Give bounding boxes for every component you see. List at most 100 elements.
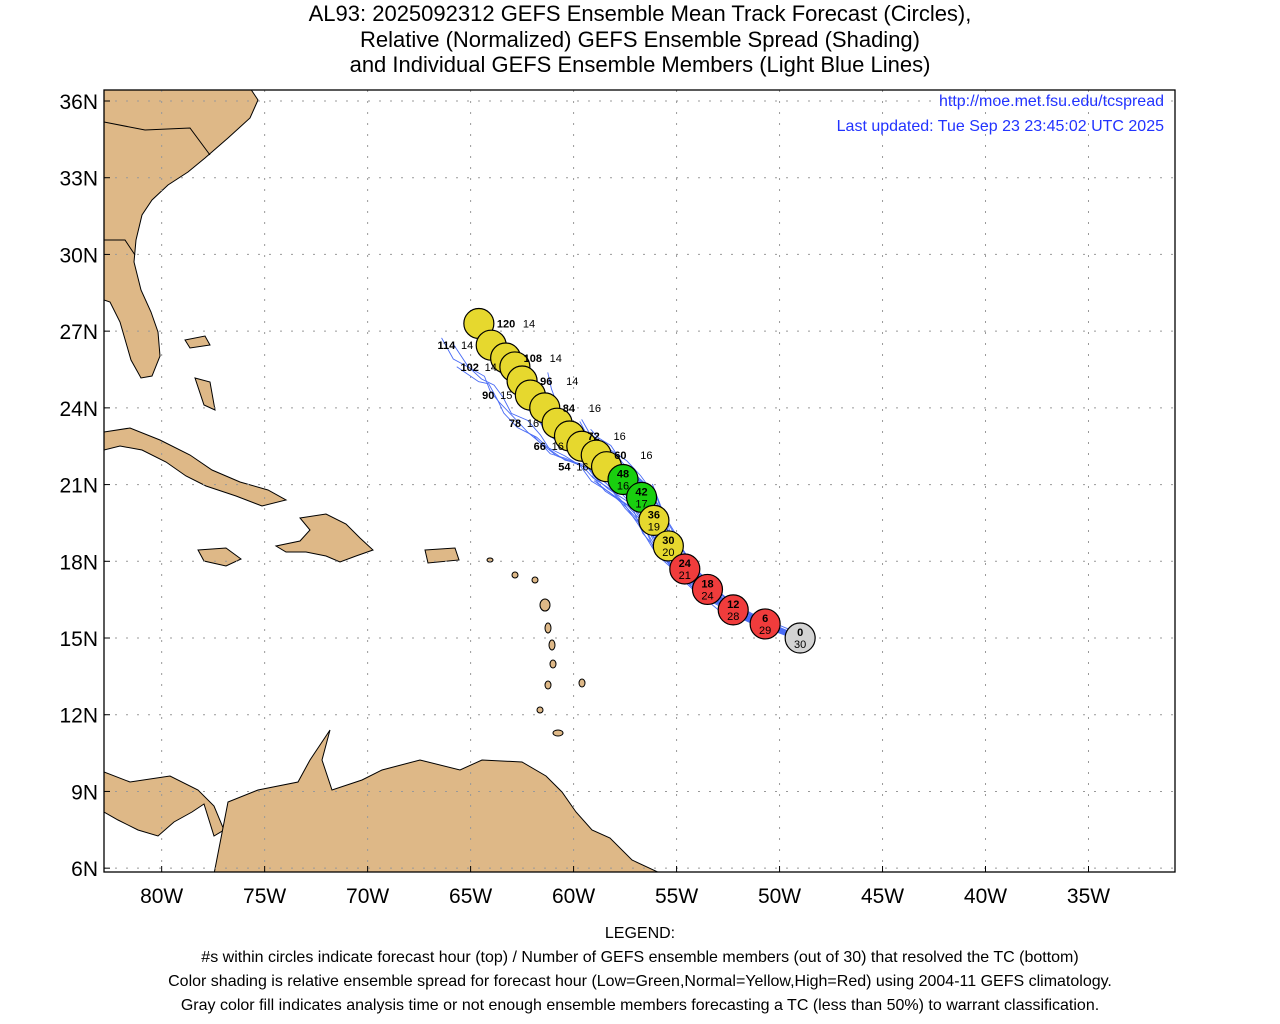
title-line-2: Relative (Normalized) GEFS Ensemble Spre… bbox=[359, 27, 920, 52]
legend-heading: LEGEND: bbox=[604, 925, 676, 942]
forecast-hour: 84 bbox=[563, 403, 576, 415]
lon-tick-label: 55W bbox=[655, 885, 698, 908]
track-point-label: 60 16 bbox=[614, 450, 652, 462]
member-count: 14 bbox=[550, 353, 562, 365]
track-circle bbox=[638, 504, 670, 536]
member-count: 14 bbox=[523, 318, 535, 330]
credit-url[interactable]: http://moe.met.fsu.edu/tcspread bbox=[938, 93, 1164, 110]
lon-tick-label: 70W bbox=[346, 885, 389, 908]
lon-tick-label: 35W bbox=[1067, 885, 1110, 908]
forecast-hour: 114 bbox=[437, 340, 456, 352]
forecast-hour: 18 bbox=[701, 578, 713, 590]
lat-tick-label: 24N bbox=[59, 398, 98, 421]
member-count: 16 bbox=[589, 403, 601, 415]
forecast-hour: 24 bbox=[679, 558, 692, 570]
lon-tick-label: 60W bbox=[552, 885, 595, 908]
track-point-label: 84 16 bbox=[563, 403, 601, 415]
land-us-east-coast bbox=[104, 90, 259, 379]
lon-tick-label: 80W bbox=[140, 885, 183, 908]
member-count: 16 bbox=[527, 418, 539, 430]
land-puerto-rico bbox=[424, 547, 460, 564]
member-count: 16 bbox=[552, 441, 564, 453]
lat-tick-label: 33N bbox=[59, 168, 98, 191]
lat-tick-label: 15N bbox=[59, 628, 98, 651]
forecast-hour: 108 bbox=[524, 353, 542, 365]
track-point-label: 66 16 bbox=[534, 441, 564, 453]
land-jamaica bbox=[197, 547, 242, 567]
track-point-label: 96 14 bbox=[540, 376, 578, 388]
land-us-state-lines bbox=[104, 121, 211, 256]
track-point: 629 bbox=[749, 608, 781, 640]
land-masses bbox=[104, 90, 659, 872]
lat-tick-label: 36N bbox=[59, 91, 98, 114]
track-point-label: 120 14 bbox=[497, 318, 535, 330]
mean-track-labels: 120 14 114 14 108 14 102 14 96 14 90 15 84 16 78 16 72 16… bbox=[437, 318, 652, 473]
member-count: 16 bbox=[617, 480, 629, 492]
member-count: 14 bbox=[485, 362, 497, 374]
ensemble-member-line bbox=[547, 372, 801, 641]
lat-tick-label: 18N bbox=[59, 551, 98, 574]
track-circle bbox=[749, 608, 781, 640]
forecast-hour: 60 bbox=[614, 450, 626, 462]
land-hispaniola bbox=[274, 513, 374, 563]
land-cuba bbox=[104, 427, 288, 507]
track-circle bbox=[784, 622, 816, 654]
forecast-hour: 6 bbox=[762, 613, 768, 625]
forecast-hour: 42 bbox=[635, 486, 647, 498]
legend-line-3: Gray color fill indicates analysis time … bbox=[180, 997, 1100, 1014]
lon-tick-label: 75W bbox=[243, 885, 286, 908]
track-circle bbox=[691, 573, 724, 606]
member-count: 29 bbox=[759, 625, 771, 637]
forecast-hour: 48 bbox=[617, 468, 629, 480]
track-point-label: 54 16 bbox=[558, 462, 588, 474]
forecast-hour: 120 bbox=[497, 318, 515, 330]
lat-tick-label: 12N bbox=[59, 705, 98, 728]
member-count: 16 bbox=[613, 431, 625, 443]
track-point-label: 90 15 bbox=[482, 390, 512, 402]
forecast-hour: 102 bbox=[461, 362, 479, 374]
member-count: 16 bbox=[576, 462, 588, 474]
member-count: 14 bbox=[566, 376, 578, 388]
forecast-hour: 36 bbox=[648, 509, 660, 521]
member-count: 15 bbox=[500, 390, 512, 402]
forecast-hour: 12 bbox=[727, 599, 739, 611]
forecast-hour: 30 bbox=[662, 535, 674, 547]
track-circle bbox=[669, 553, 701, 585]
lat-tick-label: 9N bbox=[71, 781, 98, 804]
member-count: 17 bbox=[635, 498, 647, 510]
track-point: 030 bbox=[784, 622, 816, 654]
track-point-label: 114 14 bbox=[437, 340, 473, 352]
track-point-label: 72 16 bbox=[587, 431, 625, 443]
forecast-hour: 90 bbox=[482, 390, 494, 402]
land-central-america bbox=[104, 771, 225, 837]
forecast-hour: 72 bbox=[587, 431, 599, 443]
legend-line-1: #s within circles indicate forecast hour… bbox=[201, 949, 1079, 966]
lat-tick-label: 27N bbox=[59, 321, 98, 344]
member-count: 16 bbox=[640, 450, 652, 462]
forecast-hour: 54 bbox=[558, 462, 571, 474]
lon-tick-label: 40W bbox=[964, 885, 1007, 908]
lon-tick-label: 65W bbox=[449, 885, 492, 908]
title-line-3: and Individual GEFS Ensemble Members (Li… bbox=[349, 52, 931, 77]
track-point-label: 78 16 bbox=[509, 418, 539, 430]
lon-tick-label: 50W bbox=[758, 885, 801, 908]
member-count: 19 bbox=[648, 521, 660, 533]
legend-line-2: Color shading is relative ensemble sprea… bbox=[168, 973, 1112, 990]
land-bahamas-1 bbox=[194, 377, 216, 411]
land-south-america bbox=[213, 729, 659, 872]
track-point-label: 108 14 bbox=[524, 353, 562, 365]
forecast-hour: 78 bbox=[509, 418, 521, 430]
forecast-hour: 96 bbox=[540, 376, 552, 388]
lat-tick-label: 6N bbox=[71, 858, 98, 881]
track-circle bbox=[652, 530, 684, 562]
member-count: 21 bbox=[679, 570, 691, 582]
title-line-1: AL93: 2025092312 GEFS Ensemble Mean Trac… bbox=[308, 1, 972, 26]
map-frame bbox=[103, 89, 1176, 873]
